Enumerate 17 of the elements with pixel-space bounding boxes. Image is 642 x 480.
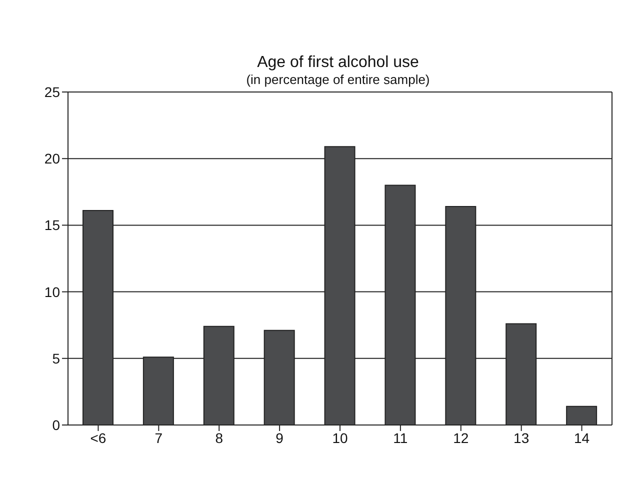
chart-title: Age of first alcohol use: [256, 54, 420, 72]
x-tick-label: 7: [154, 430, 163, 446]
x-tick-label: 10: [332, 430, 348, 446]
x-tick-label: 13: [514, 430, 530, 446]
y-tick-label: 5: [52, 350, 60, 366]
x-tick-label: 11: [393, 430, 408, 446]
y-tick-label: 20: [44, 150, 60, 167]
chart-subtitle: (in percentage of entire sample): [246, 72, 430, 87]
x-tick-label: 9: [276, 430, 284, 446]
x-tick-label: 8: [215, 430, 224, 446]
x-tick-label: 14: [574, 430, 590, 446]
y-tick-label: 15: [44, 217, 60, 234]
x-tick-label: 12: [453, 430, 469, 446]
y-tick-label: 0: [52, 416, 60, 433]
y-tick-label: 10: [44, 284, 60, 300]
y-tick-label: 25: [44, 84, 60, 100]
x-tick-label: <6: [90, 430, 106, 446]
